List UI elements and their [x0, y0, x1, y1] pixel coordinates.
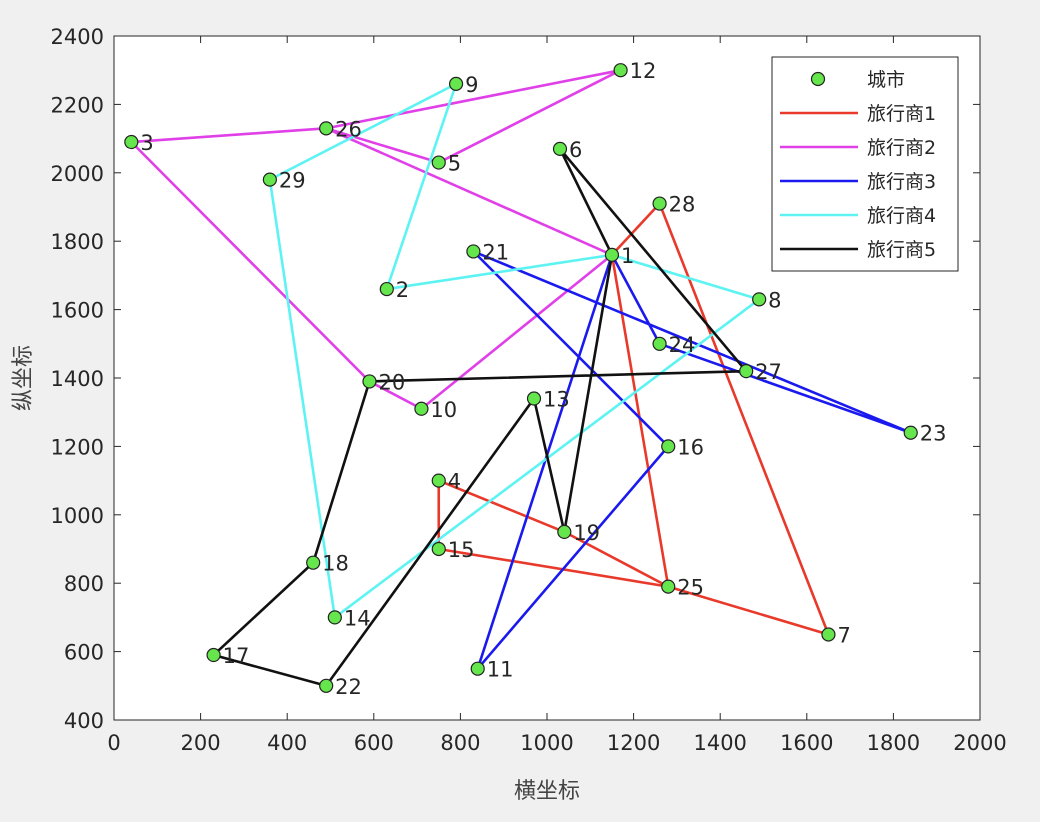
- x-tick-label: 0: [107, 731, 120, 755]
- city-point: [661, 579, 676, 594]
- legend-label: 旅行商5: [867, 239, 936, 261]
- city-point: [526, 391, 542, 406]
- city-label: 22: [335, 675, 362, 699]
- city-label: 7: [837, 624, 850, 648]
- city-point: [613, 63, 628, 78]
- city-point: [431, 541, 446, 557]
- y-tick-label: 1600: [51, 299, 104, 323]
- city-label: 3: [140, 131, 153, 155]
- x-tick-label: 1800: [867, 731, 920, 755]
- axes: 0 200 400 600 800 1000 1200 1400 1600 1800 2000400…: [51, 25, 1007, 755]
- city-label: 2: [396, 278, 409, 302]
- city-label: 27: [755, 360, 782, 384]
- legend-city-marker: [810, 71, 826, 87]
- city-point: [206, 647, 221, 663]
- city-point: [557, 524, 572, 540]
- x-tick-label: 1200: [607, 731, 660, 755]
- y-tick-label: 800: [64, 572, 104, 596]
- city-label: 18: [322, 552, 349, 576]
- y-tick-label: 1400: [51, 367, 104, 391]
- legend-box: [771, 56, 959, 272]
- x-tick-label: 800: [440, 731, 480, 755]
- city-label: 12: [630, 59, 657, 83]
- city-label: 26: [335, 117, 362, 141]
- city-label: 4: [448, 470, 461, 494]
- city-label: 10: [430, 398, 457, 422]
- city-label: 14: [344, 606, 371, 630]
- city-label: 9: [465, 73, 478, 97]
- y-tick-label: 600: [64, 641, 104, 665]
- route-line-5: [212, 147, 748, 688]
- city-point: [739, 364, 754, 379]
- city-point: [661, 439, 676, 454]
- legend-label: 城市: [867, 69, 905, 91]
- city-point: [466, 244, 481, 259]
- legend-label: 旅行商3: [867, 171, 936, 193]
- city-point: [319, 678, 334, 693]
- city-label: 25: [677, 576, 704, 600]
- y-axis-label: 纵坐标: [11, 345, 36, 411]
- city-point: [327, 610, 342, 625]
- legend-label: 旅行商4: [867, 205, 936, 227]
- city-label: 20: [378, 370, 405, 394]
- x-tick-label: 1600: [780, 731, 833, 755]
- city-point: [821, 627, 836, 642]
- city-point: [362, 374, 377, 389]
- city-point: [379, 281, 394, 297]
- legend-label: 旅行商1: [867, 103, 936, 125]
- y-tick-label: 400: [64, 709, 104, 733]
- legend-label: 旅行商2: [867, 137, 936, 159]
- city-label: 23: [920, 422, 947, 446]
- city-label: 16: [677, 435, 704, 459]
- city-point: [448, 76, 464, 91]
- city-point: [306, 555, 321, 570]
- cities: 1234567891011121314151617181920212223242…: [124, 59, 947, 699]
- city-label: 15: [448, 538, 475, 562]
- city-point: [262, 172, 277, 187]
- city-point: [652, 336, 667, 351]
- city-point: [470, 661, 485, 676]
- x-axis-label: 横坐标: [514, 779, 580, 804]
- city-label: 17: [223, 644, 250, 668]
- city-point: [652, 196, 667, 211]
- x-tick-label: 600: [354, 731, 394, 755]
- x-tick-label: 1400: [693, 731, 746, 755]
- y-tick-label: 2400: [51, 25, 104, 49]
- city-label: 24: [669, 333, 696, 357]
- y-tick-label: 2200: [51, 93, 104, 117]
- city-point: [414, 401, 429, 416]
- city-point: [124, 134, 139, 150]
- city-point: [431, 473, 446, 488]
- y-tick-label: 1800: [51, 230, 104, 254]
- x-tick-label: 1000: [520, 731, 573, 755]
- city-label: 29: [279, 169, 306, 193]
- y-tick-label: 1000: [51, 504, 104, 528]
- city-label: 6: [569, 138, 582, 162]
- city-label: 8: [768, 288, 781, 312]
- city-point: [903, 425, 918, 440]
- city-point: [604, 247, 620, 262]
- city-label: 21: [482, 240, 509, 264]
- city-point: [752, 292, 767, 307]
- city-label: 13: [543, 388, 570, 412]
- y-tick-label: 2000: [51, 162, 104, 186]
- city-point: [431, 155, 446, 170]
- y-tick-label: 1200: [51, 435, 104, 459]
- x-tick-label: 400: [267, 731, 307, 755]
- city-label: 1: [621, 244, 634, 268]
- city-label: 28: [669, 193, 696, 217]
- city-label: 5: [448, 152, 461, 176]
- city-label: 11: [487, 658, 514, 682]
- city-label: 19: [573, 521, 600, 545]
- x-tick-label: 200: [181, 731, 221, 755]
- city-point: [552, 141, 568, 156]
- x-tick-label: 2000: [953, 731, 1006, 755]
- city-point: [319, 121, 334, 136]
